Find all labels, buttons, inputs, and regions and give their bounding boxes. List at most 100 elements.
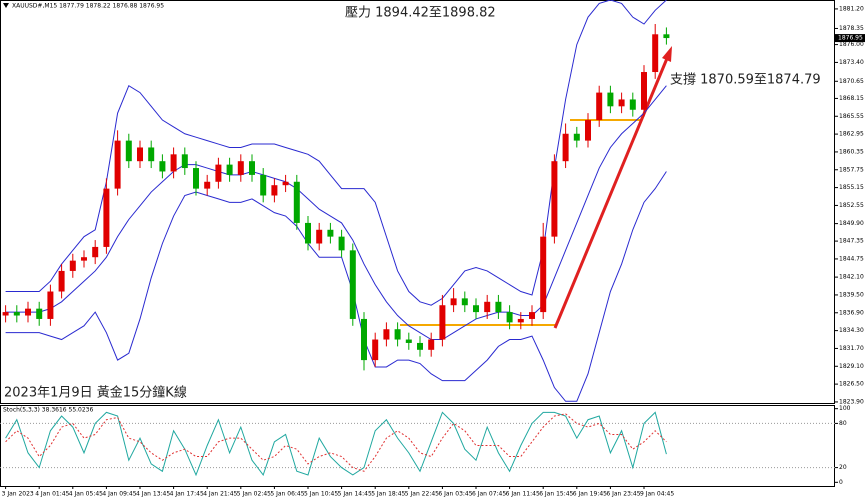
x-tick-label: 9 Jan 04:45 bbox=[640, 491, 674, 498]
y-tick-label: 1855.15 bbox=[839, 184, 864, 191]
candle-body bbox=[652, 34, 659, 73]
x-tick-label: 4 Jan 01:45 bbox=[35, 491, 69, 498]
candle-body bbox=[170, 154, 177, 172]
y-tick-label: 1849.90 bbox=[839, 220, 864, 227]
y-tick-label: 1842.10 bbox=[839, 274, 864, 281]
candle-body bbox=[551, 161, 558, 237]
y-tick-label: 1834.30 bbox=[839, 327, 864, 334]
y-tick-label: 20 bbox=[839, 464, 847, 471]
candle-body bbox=[428, 339, 435, 350]
candle-body bbox=[271, 185, 278, 196]
y-tick-label: 1873.40 bbox=[839, 59, 864, 66]
series-line bbox=[5, 171, 667, 402]
candle-body bbox=[125, 140, 132, 162]
series-line bbox=[5, 0, 667, 306]
series-line bbox=[5, 85, 667, 341]
candle-body bbox=[237, 161, 244, 175]
candle-body bbox=[47, 291, 54, 319]
candle-body bbox=[36, 308, 43, 319]
x-tick-label: 4 Jan 13:45 bbox=[136, 491, 170, 498]
candle-body bbox=[316, 229, 323, 244]
y-tick-label: 100 bbox=[839, 405, 851, 412]
candle-body bbox=[618, 99, 625, 107]
candle-body bbox=[562, 133, 569, 162]
y-tick-label: 1852.55 bbox=[839, 202, 864, 209]
y-tick-label: 1881.20 bbox=[839, 5, 864, 12]
candle-body bbox=[159, 161, 166, 172]
y-tick-label: 1831.70 bbox=[839, 345, 864, 352]
y-tick-label: 1857.75 bbox=[839, 166, 864, 173]
x-tick-label: 5 Jan 02:45 bbox=[237, 491, 271, 498]
candle-body bbox=[338, 236, 345, 251]
y-tick-label: 1862.95 bbox=[839, 131, 864, 138]
candle-body bbox=[495, 301, 502, 313]
candle-body bbox=[607, 92, 614, 107]
y-tick-label: 0 bbox=[839, 479, 843, 486]
candle-body bbox=[293, 181, 300, 223]
candle-body bbox=[372, 339, 379, 361]
candle-body bbox=[25, 308, 31, 316]
x-tick-label: 5 Jan 22:45 bbox=[405, 491, 439, 498]
x-tick-label: 5 Jan 18:45 bbox=[371, 491, 405, 498]
candle-body bbox=[517, 318, 524, 323]
x-tick-label: 6 Jan 07:45 bbox=[472, 491, 506, 498]
candle-body bbox=[573, 133, 580, 141]
candle-body bbox=[81, 257, 87, 261]
candle-body bbox=[361, 318, 367, 361]
candle-body bbox=[405, 339, 412, 343]
candle-body bbox=[193, 168, 199, 189]
x-tick-label: 6 Jan 23:45 bbox=[606, 491, 640, 498]
main-panel bbox=[0, 0, 835, 404]
price-tag bbox=[835, 34, 865, 43]
stoch-title: Stoch(5,3,3) 38.3616 55.0236 bbox=[3, 407, 94, 414]
annotation: 壓力 1894.42至1898.82 bbox=[345, 6, 496, 21]
y-tick-label: 1823.90 bbox=[839, 398, 864, 405]
annotation: 支撐 1870.59至1874.79 bbox=[670, 73, 821, 88]
x-tick-label: 4 Jan 21:45 bbox=[203, 491, 237, 498]
stoch-panel bbox=[0, 405, 835, 487]
symbol-icon bbox=[3, 3, 9, 8]
arrow-head bbox=[662, 46, 672, 62]
y-tick-label: 1868.15 bbox=[839, 95, 864, 102]
candle-body bbox=[13, 312, 20, 316]
candle-body bbox=[103, 188, 110, 247]
x-tick-label: 4 Jan 17:45 bbox=[170, 491, 204, 498]
candle-body bbox=[327, 229, 334, 237]
x-tick-label: 3 Jan 2023 bbox=[2, 491, 34, 498]
y-tick-label: 1860.35 bbox=[839, 148, 864, 155]
x-tick-label: 6 Jan 19:45 bbox=[573, 491, 607, 498]
candle-body bbox=[137, 147, 143, 162]
candle-body bbox=[484, 301, 491, 313]
candle-body bbox=[529, 312, 535, 319]
candle-body bbox=[2, 312, 9, 316]
candle-body bbox=[540, 236, 547, 313]
x-tick-label: 6 Jan 15:45 bbox=[539, 491, 573, 498]
candle-body bbox=[629, 99, 636, 110]
candle-body bbox=[260, 174, 267, 196]
chart-title: XAUUSD#,M15 1877.79 1878.22 1876.88 1876… bbox=[12, 3, 164, 10]
candle-body bbox=[58, 270, 65, 292]
y-tick-label: 1836.90 bbox=[839, 309, 864, 316]
x-tick-label: 6 Jan 11:45 bbox=[506, 491, 540, 498]
candle-body bbox=[114, 140, 121, 189]
candle-body bbox=[282, 181, 289, 186]
candle-body bbox=[596, 92, 603, 121]
y-tick-label: 1826.50 bbox=[839, 381, 864, 388]
candle-body bbox=[461, 298, 468, 306]
candle-body bbox=[417, 342, 423, 350]
annotation: 2023年1月9日 黃金15分鐘K線 bbox=[4, 385, 187, 401]
candle-body bbox=[215, 164, 222, 182]
candle-body bbox=[394, 329, 401, 340]
candle-body bbox=[226, 164, 233, 175]
candle-body bbox=[663, 34, 670, 39]
candle-body bbox=[383, 329, 390, 340]
x-tick-label: 5 Jan 06:45 bbox=[270, 491, 304, 498]
candle-body bbox=[204, 181, 211, 189]
x-tick-label: 4 Jan 09:45 bbox=[102, 491, 136, 498]
y-tick-label: 1865.55 bbox=[839, 113, 864, 120]
candle-body bbox=[181, 154, 188, 169]
y-tick-label: 1839.50 bbox=[839, 291, 864, 298]
candle-body bbox=[641, 72, 647, 110]
x-tick-label: 5 Jan 10:45 bbox=[304, 491, 338, 498]
